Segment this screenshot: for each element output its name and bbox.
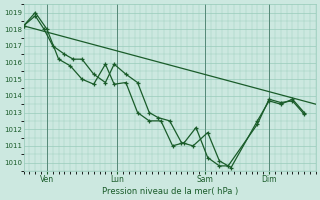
X-axis label: Pression niveau de la mer( hPa ): Pression niveau de la mer( hPa ) bbox=[101, 187, 238, 196]
